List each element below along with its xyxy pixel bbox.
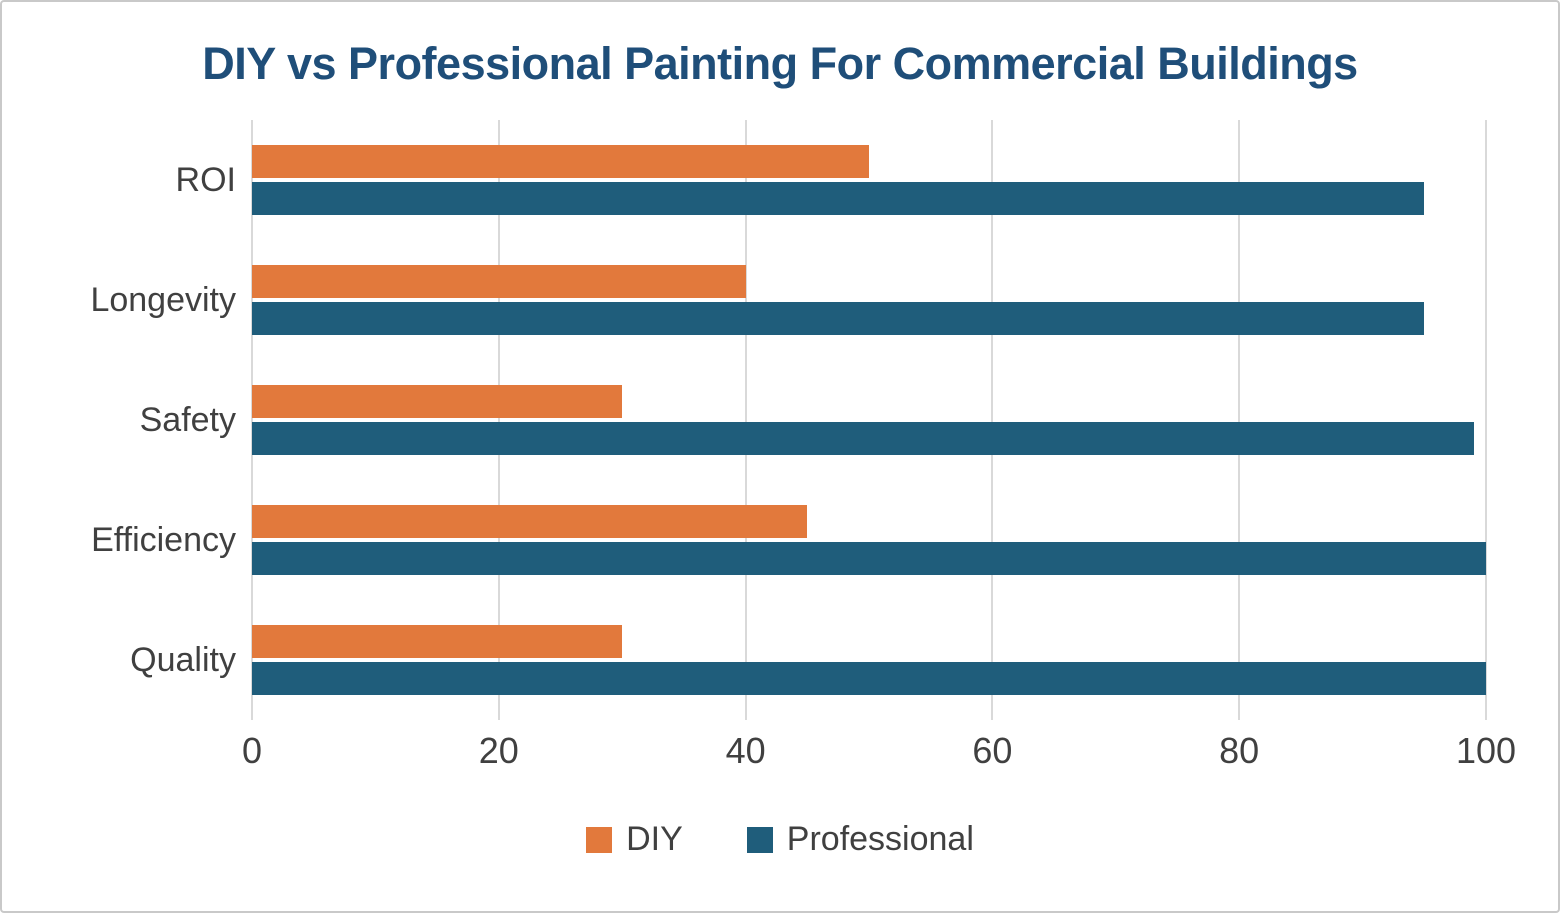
plot-area xyxy=(251,120,1487,720)
chart-area: ROI Longevity Safety Efficiency Quality 0 20 4… xyxy=(32,120,1516,794)
bar-professional-longevity xyxy=(252,302,1425,335)
bar-diy-safety xyxy=(252,385,623,418)
bar-group-longevity xyxy=(252,240,1486,360)
chart-row: ROI Longevity Safety Efficiency Quality xyxy=(32,120,1487,720)
x-axis-tick-60: 60 xyxy=(972,730,1013,771)
legend: DIY Professional xyxy=(2,820,1558,859)
bar-group-roi xyxy=(252,120,1486,240)
x-axis-tick-40: 40 xyxy=(725,730,766,771)
bar-diy-efficiency xyxy=(252,505,808,538)
bar-group-quality xyxy=(252,600,1486,720)
x-axis-tick-80: 80 xyxy=(1219,730,1260,771)
gridline-40 xyxy=(744,120,747,720)
legend-item-diy: DIY xyxy=(586,820,683,859)
legend-label-diy: DIY xyxy=(626,820,683,858)
legend-swatch-diy xyxy=(586,826,613,853)
bar-professional-efficiency xyxy=(252,542,1486,575)
bar-diy-roi xyxy=(252,145,869,178)
bar-group-safety xyxy=(252,360,1486,480)
bar-group-efficiency xyxy=(252,480,1486,600)
gridline-100 xyxy=(1485,120,1487,720)
y-axis-labels: ROI Longevity Safety Efficiency Quality xyxy=(32,120,252,720)
y-axis-label-roi: ROI xyxy=(175,160,236,199)
chart-title: DIY vs Professional Painting For Commerc… xyxy=(202,38,1358,89)
bar-groups xyxy=(252,120,1486,720)
bar-professional-safety xyxy=(252,422,1474,455)
bar-professional-roi xyxy=(252,182,1425,215)
y-axis-label-safety: Safety xyxy=(139,400,236,439)
x-axis-tick-20: 20 xyxy=(478,730,519,771)
x-axis-labels: 0 20 40 60 80 100 xyxy=(242,730,1516,794)
x-axis-tick-100: 100 xyxy=(1455,730,1517,771)
gridline-60 xyxy=(991,120,994,720)
legend-label-professional: Professional xyxy=(786,820,974,858)
gridline-20 xyxy=(497,120,500,720)
y-axis-label-quality: Quality xyxy=(130,640,236,679)
x-axis-tick-0: 0 xyxy=(241,730,263,771)
y-axis-label-longevity: Longevity xyxy=(90,280,236,319)
bar-professional-quality xyxy=(252,662,1486,695)
gridline-80 xyxy=(1238,120,1241,720)
bar-diy-longevity xyxy=(252,265,746,298)
bar-diy-quality xyxy=(252,625,623,658)
gridline-0 xyxy=(251,120,253,720)
legend-item-professional: Professional xyxy=(746,820,974,859)
y-axis-label-efficiency: Efficiency xyxy=(91,520,236,559)
legend-swatch-professional xyxy=(746,826,773,853)
